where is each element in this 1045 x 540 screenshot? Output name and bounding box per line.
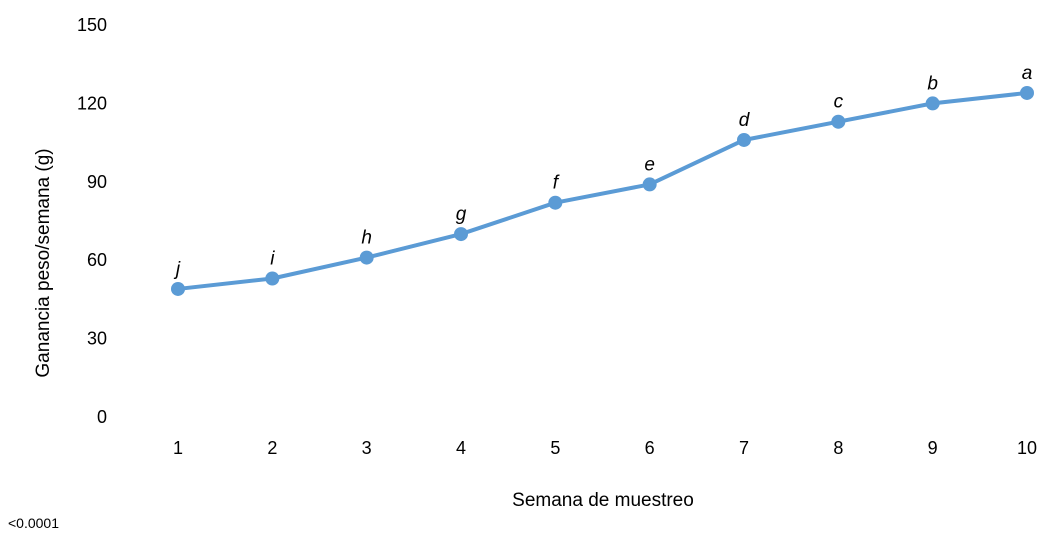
data-point — [454, 227, 468, 242]
data-label: e — [644, 154, 655, 175]
data-label: c — [834, 92, 844, 113]
data-label: i — [270, 248, 275, 269]
data-point — [737, 132, 751, 147]
y-tick-label: 60 — [87, 250, 107, 270]
data-point — [359, 250, 374, 265]
x-axis-ticks: 1 2 3 4 5 6 7 8 9 10 — [173, 438, 1037, 458]
x-tick-label: 9 — [928, 438, 938, 458]
data-point — [831, 114, 846, 129]
x-axis-title: Semana de muestreo — [512, 490, 694, 511]
data-label: d — [739, 110, 751, 131]
y-tick-label: 120 — [77, 93, 107, 113]
x-tick-label: 3 — [362, 438, 372, 458]
data-label: h — [361, 228, 372, 249]
data-label: g — [456, 204, 467, 225]
y-tick-label: 150 — [77, 15, 107, 35]
y-tick-label: 30 — [87, 329, 107, 349]
x-tick-label: 8 — [833, 438, 843, 458]
data-label: b — [927, 73, 938, 94]
data-point — [925, 96, 940, 111]
x-tick-label: 1 — [173, 438, 183, 458]
data-point — [1020, 85, 1034, 100]
significance-labels: j i h g f e d c b a — [173, 63, 1032, 280]
x-tick-label: 4 — [456, 438, 466, 458]
x-tick-label: 10 — [1017, 438, 1037, 458]
y-axis-title: Ganancia peso/semana (g) — [33, 148, 54, 377]
y-tick-label: 90 — [87, 172, 107, 192]
y-axis-ticks: 0 30 60 90 120 150 — [77, 15, 107, 427]
data-label: j — [173, 259, 181, 280]
x-tick-label: 7 — [739, 438, 749, 458]
points-layer — [171, 85, 1034, 296]
series-line — [176, 90, 1029, 291]
data-point — [642, 177, 657, 192]
y-tick-label: 0 — [97, 407, 107, 427]
data-label: a — [1022, 63, 1033, 84]
x-tick-label: 6 — [645, 438, 655, 458]
data-point — [548, 195, 563, 210]
series-layer — [176, 90, 1029, 291]
x-tick-label: 5 — [550, 438, 560, 458]
data-point — [171, 281, 185, 296]
data-label: f — [553, 173, 560, 194]
x-tick-label: 2 — [267, 438, 277, 458]
data-point — [265, 271, 280, 286]
footnote: <0.0001 — [8, 515, 59, 531]
